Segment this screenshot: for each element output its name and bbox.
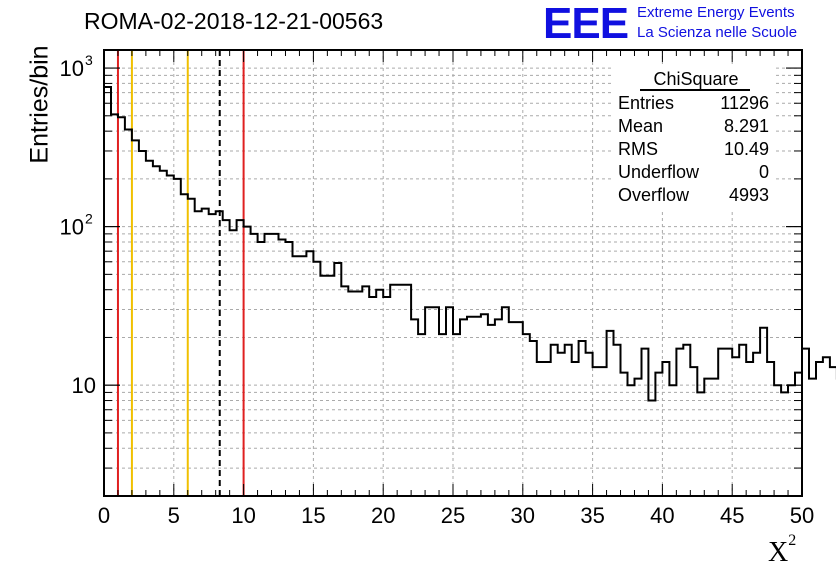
x-tick-label: 50 [790, 503, 814, 528]
x-tick-label: 35 [580, 503, 604, 528]
stats-label: Overflow [618, 185, 690, 205]
y-tick-label: 10 [60, 215, 84, 240]
y-tick-exponent: 3 [85, 52, 93, 68]
x-tick-label: 30 [511, 503, 535, 528]
x-tick-label: 20 [371, 503, 395, 528]
stats-background [612, 64, 776, 212]
stats-value: 10.49 [724, 139, 769, 159]
x-axis-label: X2 [768, 532, 796, 569]
stats-value: 11296 [720, 93, 769, 113]
x-tick-label: 40 [650, 503, 674, 528]
stats-box: ChiSquare Entries 11296 Mean 8.291 RMS 10.49 Un… [612, 64, 776, 212]
x-tick-label: 15 [301, 503, 325, 528]
y-tick-exponent: 2 [85, 211, 93, 227]
x-tick-label: 25 [441, 503, 465, 528]
stats-label: RMS [618, 139, 658, 159]
histogram-series [104, 86, 836, 402]
reference-lines [116, 50, 245, 496]
eee-logo: EEE [543, 0, 629, 48]
x-axis-label-exponent: 2 [788, 531, 797, 549]
y-tick-label: 10 [72, 373, 96, 398]
stats-label: Entries [618, 93, 674, 113]
stats-value: 0 [759, 162, 769, 182]
stats-value: 4993 [729, 185, 769, 205]
stats-label: Mean [618, 116, 663, 136]
x-tick-labels: 0 5 10 15 20 25 30 35 40 45 50 [98, 503, 814, 528]
logo-subtitle-2: La Scienza nelle Scuole [637, 24, 798, 41]
stats-value: 8.291 [724, 116, 769, 136]
x-tick-label: 10 [231, 503, 255, 528]
logo-subtitle-1: Extreme Energy Events [637, 4, 795, 21]
x-axis-label-base: X [768, 537, 789, 568]
stats-label: Underflow [618, 162, 700, 182]
x-tick-label: 0 [98, 503, 110, 528]
x-tick-label: 5 [168, 503, 180, 528]
stats-header: ChiSquare [653, 69, 738, 89]
x-tick-label: 45 [720, 503, 744, 528]
chart-title: ROMA-02-2018-12-21-00563 [84, 8, 384, 34]
axis-ticks [103, 50, 803, 496]
y-tick-label: 10 [60, 56, 84, 81]
y-axis-label: Entries/bin [25, 45, 54, 164]
